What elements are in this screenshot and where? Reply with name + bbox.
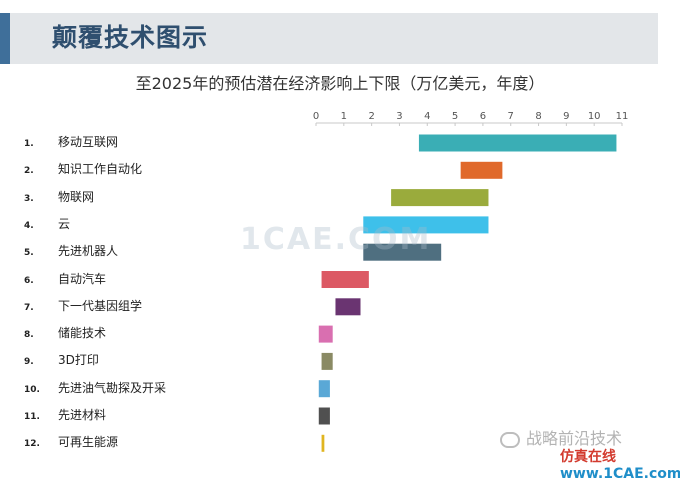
range-bar <box>321 352 333 370</box>
x-axis: 0 1 2 3 4 5 6 7 8 9 10 11 <box>313 111 629 126</box>
x-tick-label: 10 <box>588 111 601 122</box>
category-rank: 4. <box>24 220 34 231</box>
x-tick-label: 3 <box>396 111 402 122</box>
range-bar <box>460 161 503 179</box>
category-rank: 10. <box>24 384 40 395</box>
watermark: 1CAE.COM <box>240 222 432 257</box>
category-label: 1. 移动互联网 <box>24 133 118 151</box>
category-rank: 3. <box>24 193 34 204</box>
chart-title: 至2025年的预估潜在经济影响上下限（万亿美元，年度） <box>135 74 545 93</box>
wechat-account-name: 战略前沿技术 <box>526 429 623 448</box>
range-bar <box>318 407 330 425</box>
category-name: 先进机器人 <box>58 244 119 259</box>
site-logo-cn: 仿真在线 <box>560 449 616 465</box>
category-name: 自动汽车 <box>58 271 107 286</box>
range-bar <box>391 189 489 207</box>
site-logo: 仿真在线 www.1CAE.com <box>560 446 680 482</box>
category-name: 云 <box>58 216 71 231</box>
page-title: 颠覆技术图示 <box>52 23 209 52</box>
x-tick-label: 5 <box>452 111 458 122</box>
category-name: 可再生能源 <box>58 435 119 450</box>
x-tick-label: 11 <box>616 111 629 122</box>
category-label: 4. 云 <box>24 215 70 233</box>
range-bar <box>318 325 333 343</box>
header-banner: 颠覆技术图示 <box>0 13 658 64</box>
category-label: 7. 下一代基因组学 <box>24 297 142 315</box>
category-name: 下一代基因组学 <box>58 298 143 313</box>
header-accent-bar <box>0 13 10 64</box>
category-label: 10. 先进油气勘探及开采 <box>24 379 166 397</box>
category-name: 先进材料 <box>58 408 107 422</box>
category-rank: 7. <box>24 302 34 313</box>
category-name: 3D打印 <box>58 353 99 368</box>
category-rank: 11. <box>24 412 40 422</box>
category-name: 先进油气勘探及开采 <box>58 380 167 395</box>
site-logo-url: www.1CAE.com <box>560 466 680 482</box>
range-bar <box>363 243 442 261</box>
x-tick-label: 2 <box>368 111 374 122</box>
wechat-icon <box>500 431 520 448</box>
range-bar <box>363 216 489 234</box>
x-tick-label: 1 <box>341 111 347 122</box>
category-rank: 12. <box>24 439 40 450</box>
category-rank: 8. <box>24 330 34 341</box>
category-label: 11. 先进材料 <box>24 406 106 424</box>
category-rank: 5. <box>24 248 34 259</box>
category-name: 物联网 <box>58 189 95 204</box>
range-bar <box>335 298 361 316</box>
x-tick-label: 0 <box>313 111 319 122</box>
range-bar <box>321 271 369 288</box>
category-rank: 2. <box>24 166 34 177</box>
category-label: 6. 自动汽车 <box>24 270 106 288</box>
wechat-account-badge: 战略前沿技术 <box>500 425 622 449</box>
range-bar <box>418 134 617 152</box>
category-name: 储能技术 <box>58 326 107 341</box>
x-tick-label: 9 <box>563 111 569 122</box>
category-rank: 9. <box>24 357 34 368</box>
range-bar <box>318 380 330 398</box>
range-bar-chart: 0 1 2 3 4 5 6 7 8 9 10 11 <box>313 111 629 452</box>
category-label: 12. 可再生能源 <box>24 433 118 451</box>
category-name: 移动互联网 <box>58 135 119 149</box>
x-tick-label: 4 <box>424 111 430 122</box>
category-label: 2. 知识工作自动化 <box>24 160 142 178</box>
category-label: 8. 储能技术 <box>24 324 106 342</box>
category-label: 3. 物联网 <box>24 188 94 206</box>
category-rank: 6. <box>24 275 34 286</box>
x-tick-label: 8 <box>535 111 541 122</box>
category-label: 5. 先进机器人 <box>24 242 118 260</box>
category-rank: 1. <box>24 139 34 149</box>
category-label: 9. 3D打印 <box>24 351 99 369</box>
bars <box>318 134 617 452</box>
range-bar <box>321 434 325 452</box>
x-tick-label: 7 <box>508 111 514 122</box>
category-name: 知识工作自动化 <box>58 162 143 177</box>
x-tick-label: 6 <box>480 111 486 122</box>
